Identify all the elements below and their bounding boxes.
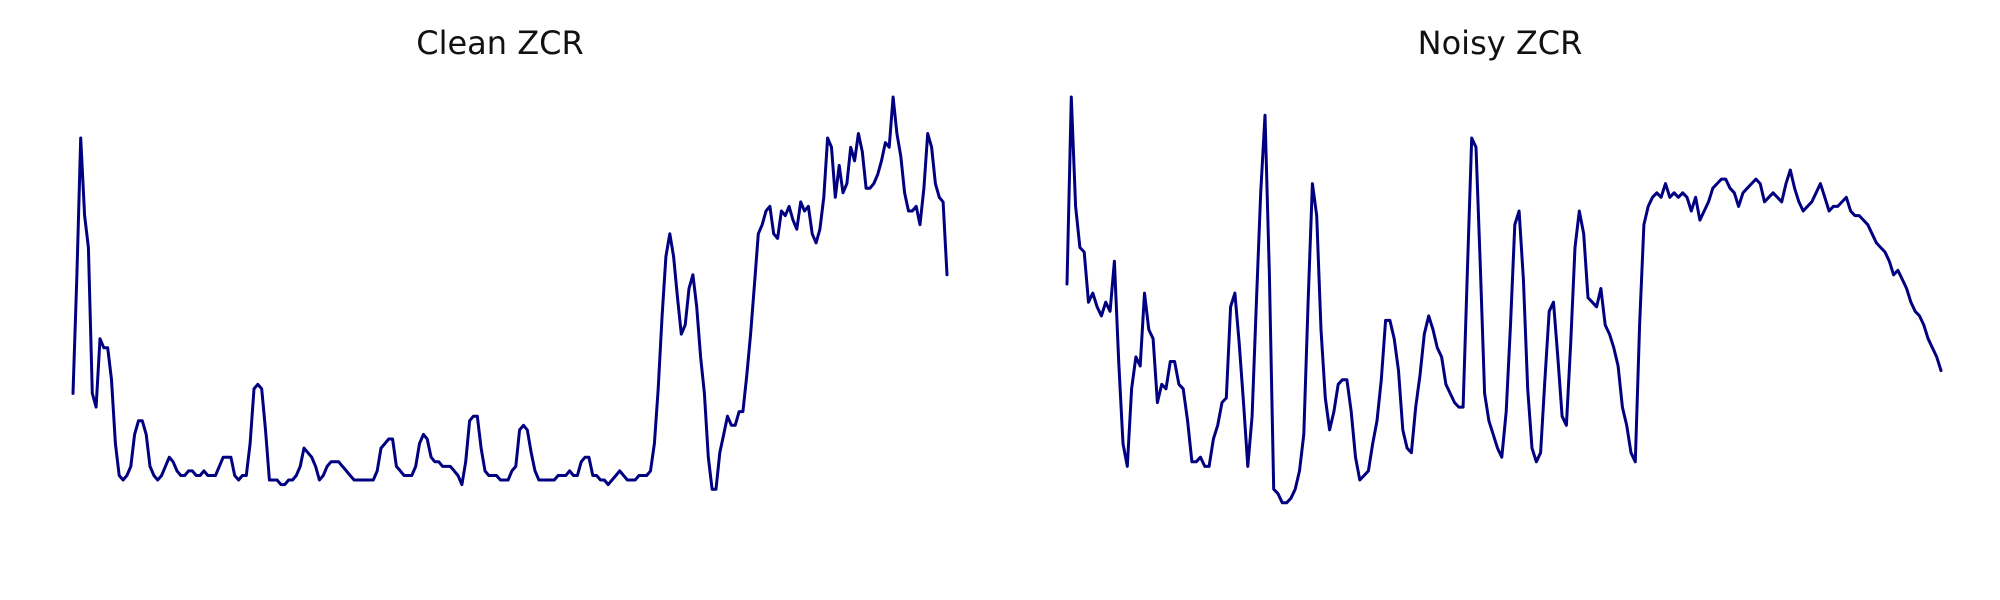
noisy-zcr-title: Noisy ZCR: [1417, 24, 1583, 62]
clean-zcr-series-line: [71, 95, 949, 491]
noisy-zcr-series-line: [1065, 95, 1943, 505]
clean-zcr-panel: Clean ZCR: [71, 24, 949, 491]
noisy-zcr-panel: Noisy ZCR: [1000, 0, 2000, 600]
clean-zcr-plot: [71, 95, 949, 491]
noisy-zcr-plot: [1065, 95, 1943, 505]
clean-zcr-title: Clean ZCR: [416, 24, 584, 62]
